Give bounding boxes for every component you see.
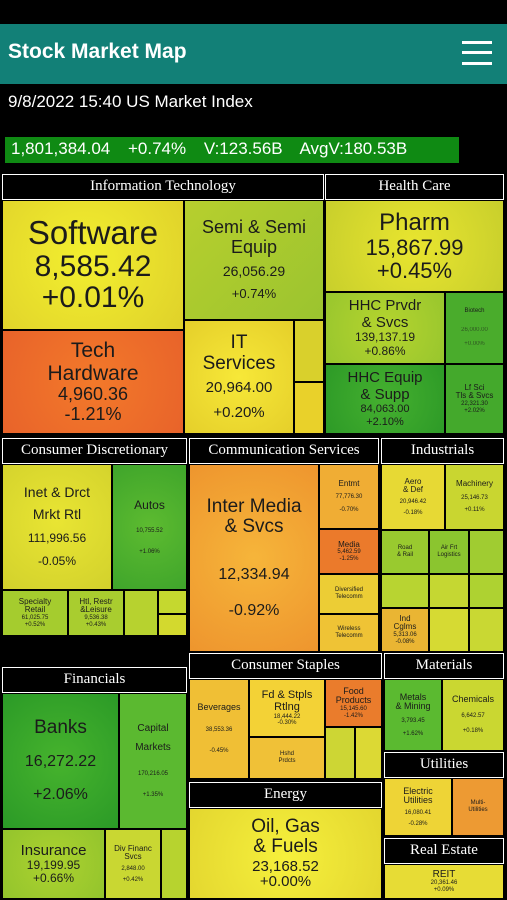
app-title: Stock Market Map [8,40,187,63]
index-value: 1,801,384.04 [11,139,111,158]
tile-interactive-media[interactable]: Inter Media & Svcs 12,334.94 -0.92% [189,464,319,652]
tile-insurance[interactable]: Insurance 19,199.95 +0.66% [2,829,105,899]
tile-staples-small-2[interactable] [355,727,382,779]
tile-staples-small-1[interactable] [325,727,355,779]
sector-consumer-discretionary[interactable]: Consumer Discretionary [2,438,187,464]
hamburger-menu-icon[interactable] [462,40,492,66]
tile-it-small-2[interactable] [294,382,324,434]
tile-cd-small-3[interactable] [158,614,187,636]
tile-diversified-telecom[interactable]: Diversified Telecomm [319,574,379,614]
sector-real-estate[interactable]: Real Estate [384,838,504,864]
tile-pharm[interactable]: Pharm 15,867.99 +0.45% [325,200,504,292]
tile-life-sci-tools[interactable]: Lf Sci Tls & Svcs 22,321.30 +2.02% [445,364,504,434]
sector-health-care[interactable]: Health Care [325,174,504,200]
sector-industrials[interactable]: Industrials [381,438,504,464]
tile-ind-small-6[interactable] [469,608,504,652]
tile-it-small-1[interactable] [294,320,324,382]
sector-consumer-staples[interactable]: Consumer Staples [189,653,382,679]
tile-autos[interactable]: Autos 10,755.52 +1.06% [112,464,187,590]
tile-specialty-retail[interactable]: Specialty Retail 61,025.75 +0.52% [2,590,68,636]
tile-industrial-conglomerates[interactable]: Ind Cglms 5,313.06 -0.08% [381,608,429,652]
tile-entertainment[interactable]: Entmt 77,776.30 -0.70% [319,464,379,529]
tile-hhc-provider[interactable]: HHC Prvdr & Svcs 139,137.19 +0.86% [325,292,445,364]
tile-food-products[interactable]: Food Products 15,145.60 -1.42% [325,679,382,727]
tile-air-freight[interactable]: Air Frt Logistics [429,530,469,574]
tile-hhc-equip[interactable]: HHC Equip & Supp 84,063.00 +2.10% [325,364,445,434]
sector-utilities[interactable]: Utilities [384,752,504,778]
tile-food-staples-retailing[interactable]: Fd & Stpls Rtlng 18,444.22 -0.30% [249,679,325,737]
tile-ind-small-1[interactable] [469,530,504,574]
index-volume: V:123.56B [203,139,283,158]
tile-ind-small-3[interactable] [429,574,469,608]
tile-it-services[interactable]: IT Services 20,964.00 +0.20% [184,320,294,434]
app-bar [0,24,507,84]
index-ticker: 1,801,384.04 +0.74% V:123.56B AvgV:180.5… [5,137,459,163]
tile-internet-retail[interactable]: Inet & Drct Mrkt Rtl 111,996.56 -0.05% [2,464,112,590]
tile-aerospace-defense[interactable]: Aero & Def 20,946.42 -0.18% [381,464,445,530]
tile-oil-gas-fuels[interactable]: Oil, Gas & Fuels 23,168.52 +0.00% [189,808,382,899]
index-avg-volume: AvgV:180.53B [299,139,408,158]
tile-div-financial-svcs[interactable]: Div Financ Svcs 2,848.00 +0.42% [105,829,161,899]
tile-semi-equip[interactable]: Semi & Semi Equip 26,056.29 +0.74% [184,200,324,320]
tile-electric-utilities[interactable]: Electric Utilities 16,080.41 -0.28% [384,778,452,836]
tile-household-products[interactable]: Hshd Prdcts [249,737,325,779]
tile-ind-small-4[interactable] [469,574,504,608]
tile-tech-hardware[interactable]: Tech Hardware 4,960.36 -1.21% [2,330,184,434]
tile-biotech[interactable]: Biotech 26,000.00 +0.00% [445,292,504,364]
tile-beverages[interactable]: Beverages 38,553.36 -0.45% [189,679,249,779]
index-change: +0.74% [128,139,187,158]
sector-materials[interactable]: Materials [384,653,504,679]
tile-metals-mining[interactable]: Metals & Mining 3,793.45 +1.62% [384,679,442,751]
tile-ind-small-5[interactable] [429,608,469,652]
tile-road-rail[interactable]: Road & Rail [381,530,429,574]
tile-cd-small-1[interactable] [124,590,158,636]
tile-hotels-restaurants[interactable]: Htl, Restr &Leisure 9,536.38 +0.43% [68,590,124,636]
sector-information-technology[interactable]: Information Technology [2,174,324,200]
sector-energy[interactable]: Energy [189,782,382,808]
tile-cd-small-2[interactable] [158,590,187,614]
tile-ind-small-2[interactable] [381,574,429,608]
tile-software[interactable]: Software 8,585.42 +0.01% [2,200,184,330]
tile-chemicals[interactable]: Chemicals 6,642.57 +0.18% [442,679,504,751]
tile-media[interactable]: Media 5,462.59 -1.25% [319,529,379,574]
tile-reit[interactable]: REIT 20,361.46 +0.09% [384,864,504,899]
tile-capital-markets[interactable]: Capital Markets 170,216.05 +1.35% [119,693,187,829]
tile-multi-utilities[interactable]: Multi- Utilities [452,778,504,836]
market-index-header: 9/8/2022 15:40 US Market Index [8,92,253,111]
tile-fin-small-1[interactable] [161,829,187,899]
tile-banks[interactable]: Banks 16,272.22 +2.06% [2,693,119,829]
sector-communication-services[interactable]: Communication Services [189,438,379,464]
sector-financials[interactable]: Financials [2,667,187,693]
tile-wireless-telecom[interactable]: Wireless Telecomm [319,614,379,652]
tile-machinery[interactable]: Machinery 25,146.73 +0.11% [445,464,504,530]
